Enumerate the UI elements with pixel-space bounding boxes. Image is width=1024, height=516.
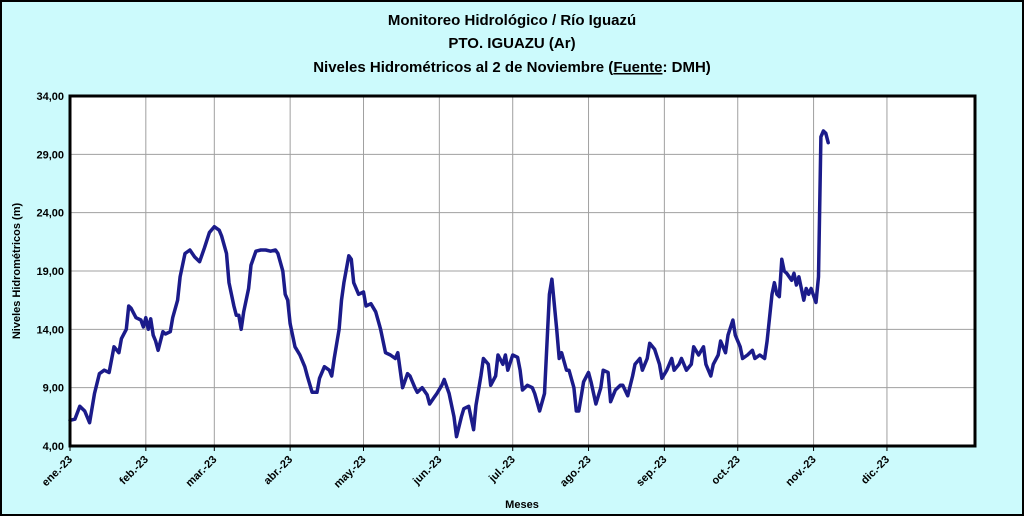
subtitle-part: Niveles Hidrométricos al 2 de Noviembre …	[313, 59, 613, 76]
plot	[68, 129, 830, 439]
y-tick-label: 14,00	[36, 324, 64, 336]
y-tick-label: 19,00	[36, 266, 64, 278]
y-tick-label: 29,00	[36, 149, 64, 161]
y-tick-label: 24,00	[36, 208, 64, 220]
y-tick-label: 9,00	[43, 383, 64, 395]
chart-title: Monitoreo Hidrológico / Río Iguazú	[388, 12, 636, 29]
x-axis-label: Meses	[505, 499, 539, 511]
chart-title: PTO. IGUAZU (Ar)	[448, 35, 575, 52]
chart-subtitle: Niveles Hidrométricos al 2 de Noviembre …	[313, 59, 711, 76]
y-tick-label: 4,00	[43, 441, 64, 453]
data-line	[68, 129, 830, 439]
subtitle-part: Fuente	[613, 59, 662, 76]
plot-border	[68, 94, 977, 448]
y-tick-label: 34,00	[36, 91, 64, 103]
subtitle-part: : DMH)	[662, 59, 710, 76]
y-axis-label: Niveles Hidrométricos (m)	[11, 203, 23, 340]
